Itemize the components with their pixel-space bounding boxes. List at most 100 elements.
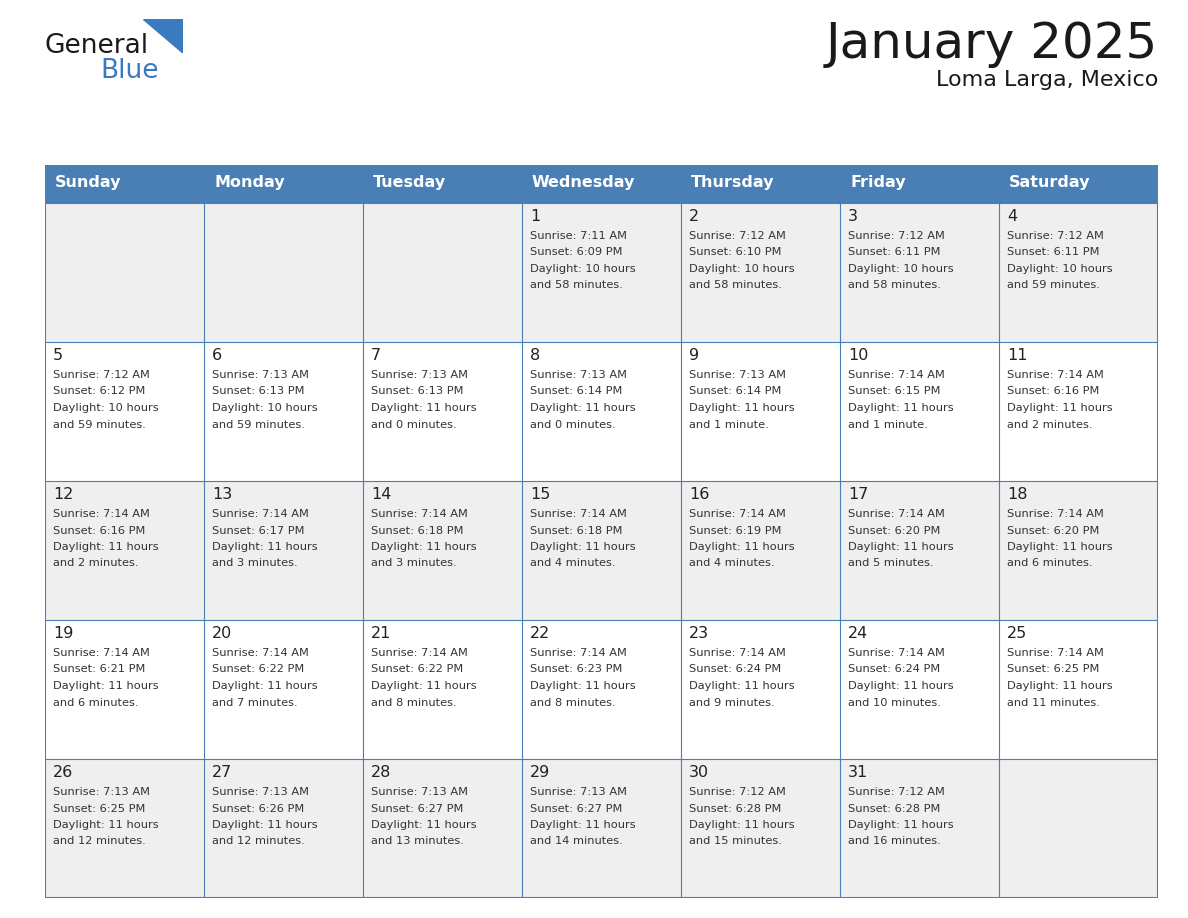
Text: and 6 minutes.: and 6 minutes. xyxy=(1007,558,1093,568)
Text: and 9 minutes.: and 9 minutes. xyxy=(689,698,775,708)
Text: Daylight: 11 hours: Daylight: 11 hours xyxy=(689,542,795,552)
Text: Sunset: 6:18 PM: Sunset: 6:18 PM xyxy=(371,525,463,535)
Text: Daylight: 11 hours: Daylight: 11 hours xyxy=(530,820,636,830)
Text: 28: 28 xyxy=(371,765,391,780)
Text: and 58 minutes.: and 58 minutes. xyxy=(530,281,623,290)
Text: and 1 minute.: and 1 minute. xyxy=(689,420,769,430)
Text: and 4 minutes.: and 4 minutes. xyxy=(689,558,775,568)
Text: Sunset: 6:10 PM: Sunset: 6:10 PM xyxy=(689,248,782,258)
Text: Daylight: 10 hours: Daylight: 10 hours xyxy=(1007,264,1113,274)
Text: 5: 5 xyxy=(53,348,63,363)
Text: and 12 minutes.: and 12 minutes. xyxy=(211,836,305,846)
Text: Sunset: 6:26 PM: Sunset: 6:26 PM xyxy=(211,803,304,813)
Text: Sunrise: 7:14 AM: Sunrise: 7:14 AM xyxy=(530,648,627,658)
Text: and 12 minutes.: and 12 minutes. xyxy=(53,836,146,846)
Text: Loma Larga, Mexico: Loma Larga, Mexico xyxy=(936,70,1158,90)
Text: Sunrise: 7:14 AM: Sunrise: 7:14 AM xyxy=(848,370,944,380)
Text: 24: 24 xyxy=(848,626,868,641)
Text: Sunset: 6:20 PM: Sunset: 6:20 PM xyxy=(848,525,941,535)
Text: Sunrise: 7:13 AM: Sunrise: 7:13 AM xyxy=(53,787,150,797)
Text: Daylight: 11 hours: Daylight: 11 hours xyxy=(848,820,954,830)
Text: Sunset: 6:15 PM: Sunset: 6:15 PM xyxy=(848,386,941,397)
Text: 3: 3 xyxy=(848,209,858,224)
Text: Sunrise: 7:12 AM: Sunrise: 7:12 AM xyxy=(848,231,944,241)
Text: Sunset: 6:16 PM: Sunset: 6:16 PM xyxy=(1007,386,1099,397)
Text: 21: 21 xyxy=(371,626,391,641)
Text: Sunset: 6:27 PM: Sunset: 6:27 PM xyxy=(530,803,623,813)
Text: Daylight: 11 hours: Daylight: 11 hours xyxy=(371,542,476,552)
Text: 7: 7 xyxy=(371,348,381,363)
Text: Daylight: 11 hours: Daylight: 11 hours xyxy=(530,403,636,413)
Text: and 8 minutes.: and 8 minutes. xyxy=(530,698,615,708)
Text: Daylight: 11 hours: Daylight: 11 hours xyxy=(211,681,317,691)
Text: Sunset: 6:14 PM: Sunset: 6:14 PM xyxy=(689,386,782,397)
Text: Sunrise: 7:13 AM: Sunrise: 7:13 AM xyxy=(530,370,627,380)
Text: Sunset: 6:28 PM: Sunset: 6:28 PM xyxy=(689,803,782,813)
Text: Sunset: 6:13 PM: Sunset: 6:13 PM xyxy=(371,386,463,397)
Text: Sunset: 6:11 PM: Sunset: 6:11 PM xyxy=(1007,248,1100,258)
Text: 22: 22 xyxy=(530,626,550,641)
Text: and 15 minutes.: and 15 minutes. xyxy=(689,836,782,846)
Text: Sunrise: 7:11 AM: Sunrise: 7:11 AM xyxy=(530,231,627,241)
Text: Sunrise: 7:13 AM: Sunrise: 7:13 AM xyxy=(371,787,468,797)
Text: and 0 minutes.: and 0 minutes. xyxy=(530,420,615,430)
Text: 29: 29 xyxy=(530,765,550,780)
Text: Sunrise: 7:14 AM: Sunrise: 7:14 AM xyxy=(211,509,309,519)
Text: Sunrise: 7:14 AM: Sunrise: 7:14 AM xyxy=(211,648,309,658)
Text: Sunrise: 7:14 AM: Sunrise: 7:14 AM xyxy=(371,509,468,519)
Text: Sunrise: 7:14 AM: Sunrise: 7:14 AM xyxy=(1007,648,1104,658)
Text: Daylight: 10 hours: Daylight: 10 hours xyxy=(848,264,954,274)
Text: and 2 minutes.: and 2 minutes. xyxy=(1007,420,1093,430)
Text: Daylight: 11 hours: Daylight: 11 hours xyxy=(689,403,795,413)
Text: 31: 31 xyxy=(848,765,868,780)
Text: and 2 minutes.: and 2 minutes. xyxy=(53,558,139,568)
Text: Daylight: 11 hours: Daylight: 11 hours xyxy=(1007,542,1113,552)
Text: Daylight: 11 hours: Daylight: 11 hours xyxy=(689,820,795,830)
Text: Sunrise: 7:13 AM: Sunrise: 7:13 AM xyxy=(371,370,468,380)
Text: and 14 minutes.: and 14 minutes. xyxy=(530,836,623,846)
Text: and 59 minutes.: and 59 minutes. xyxy=(53,420,146,430)
Text: 27: 27 xyxy=(211,765,232,780)
Text: General: General xyxy=(45,33,150,59)
Text: and 0 minutes.: and 0 minutes. xyxy=(371,420,456,430)
Text: Sunset: 6:22 PM: Sunset: 6:22 PM xyxy=(371,665,463,675)
Text: Sunrise: 7:12 AM: Sunrise: 7:12 AM xyxy=(689,231,786,241)
Text: and 10 minutes.: and 10 minutes. xyxy=(848,698,941,708)
Text: and 58 minutes.: and 58 minutes. xyxy=(689,281,782,290)
Text: Monday: Monday xyxy=(214,175,285,191)
Text: 1: 1 xyxy=(530,209,541,224)
Text: 8: 8 xyxy=(530,348,541,363)
Text: Thursday: Thursday xyxy=(691,175,775,191)
Text: Sunrise: 7:13 AM: Sunrise: 7:13 AM xyxy=(211,370,309,380)
Text: and 59 minutes.: and 59 minutes. xyxy=(211,420,305,430)
Text: Sunset: 6:24 PM: Sunset: 6:24 PM xyxy=(848,665,940,675)
Text: Daylight: 11 hours: Daylight: 11 hours xyxy=(848,403,954,413)
Text: Sunrise: 7:12 AM: Sunrise: 7:12 AM xyxy=(53,370,150,380)
Text: Sunset: 6:18 PM: Sunset: 6:18 PM xyxy=(530,525,623,535)
Text: 12: 12 xyxy=(53,487,74,502)
Text: and 3 minutes.: and 3 minutes. xyxy=(371,558,456,568)
Text: and 6 minutes.: and 6 minutes. xyxy=(53,698,139,708)
Text: Blue: Blue xyxy=(100,58,158,84)
Text: Tuesday: Tuesday xyxy=(373,175,447,191)
Text: Daylight: 10 hours: Daylight: 10 hours xyxy=(530,264,636,274)
Text: Sunrise: 7:14 AM: Sunrise: 7:14 AM xyxy=(1007,370,1104,380)
Text: and 5 minutes.: and 5 minutes. xyxy=(848,558,934,568)
Text: 2: 2 xyxy=(689,209,699,224)
Text: Daylight: 10 hours: Daylight: 10 hours xyxy=(211,403,317,413)
Text: Friday: Friday xyxy=(849,175,905,191)
Text: Daylight: 11 hours: Daylight: 11 hours xyxy=(1007,681,1113,691)
Text: Sunrise: 7:12 AM: Sunrise: 7:12 AM xyxy=(1007,231,1104,241)
Text: Sunset: 6:19 PM: Sunset: 6:19 PM xyxy=(689,525,782,535)
Text: 19: 19 xyxy=(53,626,74,641)
Text: Sunrise: 7:12 AM: Sunrise: 7:12 AM xyxy=(848,787,944,797)
Text: Sunset: 6:28 PM: Sunset: 6:28 PM xyxy=(848,803,941,813)
Text: 26: 26 xyxy=(53,765,74,780)
Text: 9: 9 xyxy=(689,348,699,363)
Text: 4: 4 xyxy=(1007,209,1017,224)
Text: 20: 20 xyxy=(211,626,232,641)
Text: Sunrise: 7:13 AM: Sunrise: 7:13 AM xyxy=(530,787,627,797)
Text: Sunrise: 7:14 AM: Sunrise: 7:14 AM xyxy=(689,509,786,519)
Text: Sunrise: 7:14 AM: Sunrise: 7:14 AM xyxy=(530,509,627,519)
Text: Sunset: 6:09 PM: Sunset: 6:09 PM xyxy=(530,248,623,258)
